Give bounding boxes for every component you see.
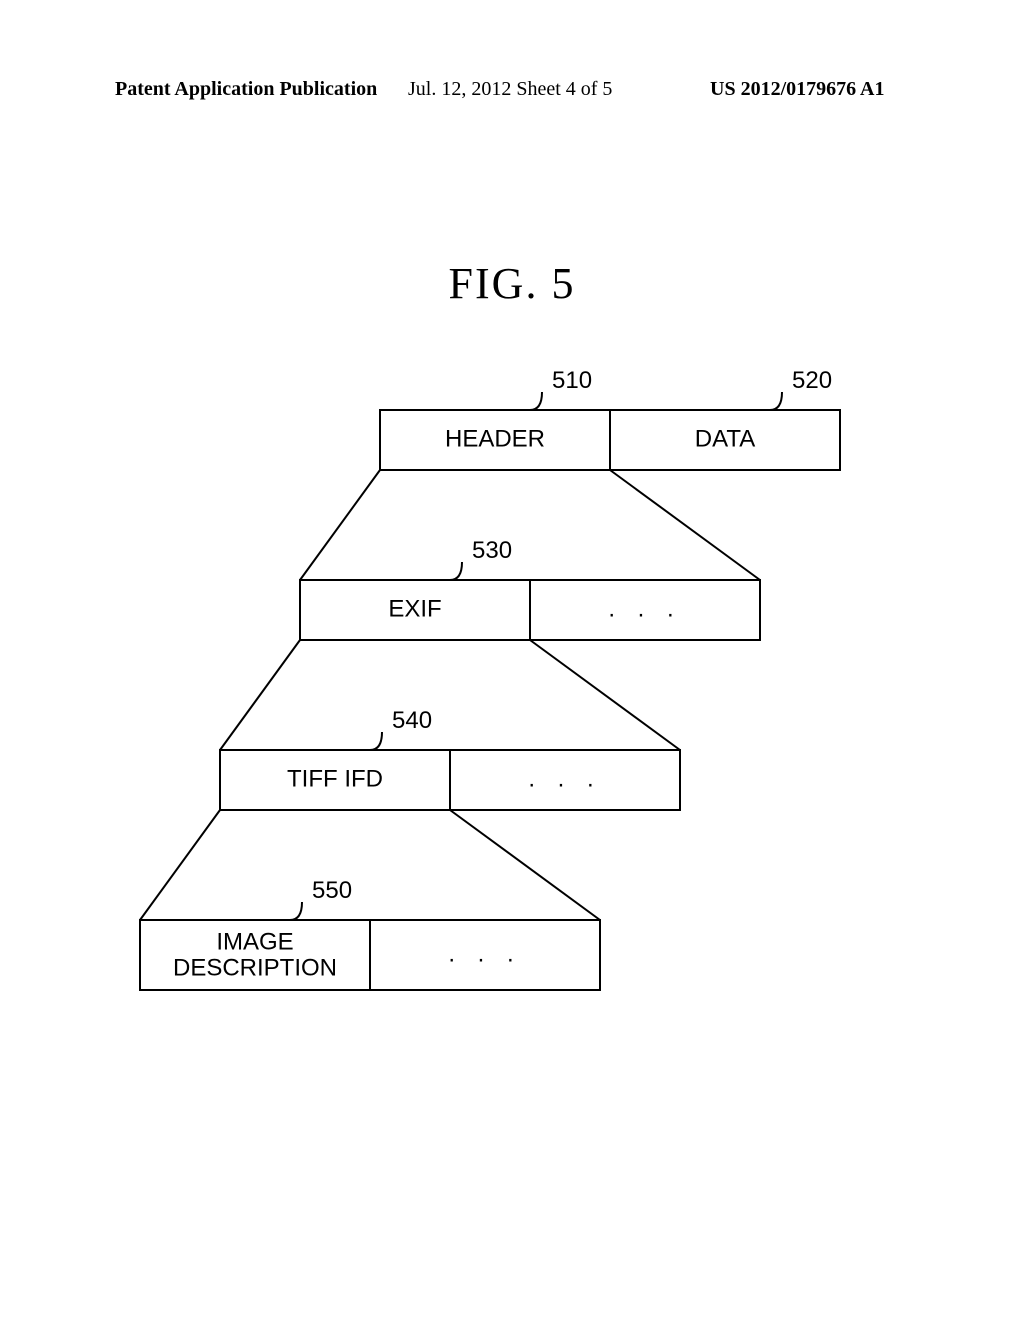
reference-number: 550 bbox=[312, 877, 352, 904]
ellipsis-label: . . . bbox=[608, 595, 681, 622]
expand-line bbox=[220, 640, 300, 750]
reference-number: 520 bbox=[792, 367, 832, 394]
leader-line bbox=[360, 732, 382, 750]
expand-line bbox=[610, 470, 760, 580]
expand-line bbox=[140, 810, 220, 920]
box-label: DESCRIPTION bbox=[173, 954, 337, 981]
patent-page: Patent Application Publication Jul. 12, … bbox=[0, 0, 1024, 1320]
box-label: HEADER bbox=[445, 425, 545, 452]
ellipsis-label: . . . bbox=[448, 940, 521, 967]
leader-line bbox=[440, 562, 462, 580]
box-label: IMAGE bbox=[216, 928, 293, 955]
box-label: EXIF bbox=[388, 595, 441, 622]
diagram-svg: HEADER 510 DATA 520 EXIF 530 . . . TIFF IFD 540.… bbox=[0, 0, 1024, 1320]
reference-number: 530 bbox=[472, 537, 512, 564]
leader-line bbox=[520, 392, 542, 410]
expand-line bbox=[300, 470, 380, 580]
leader-line bbox=[760, 392, 782, 410]
ellipsis-label: . . . bbox=[528, 765, 601, 792]
reference-number: 540 bbox=[392, 707, 432, 734]
leader-line bbox=[280, 902, 302, 920]
box-label: TIFF IFD bbox=[287, 765, 383, 792]
expand-line bbox=[530, 640, 680, 750]
expand-line bbox=[450, 810, 600, 920]
reference-number: 510 bbox=[552, 367, 592, 394]
box-label: DATA bbox=[695, 425, 755, 452]
